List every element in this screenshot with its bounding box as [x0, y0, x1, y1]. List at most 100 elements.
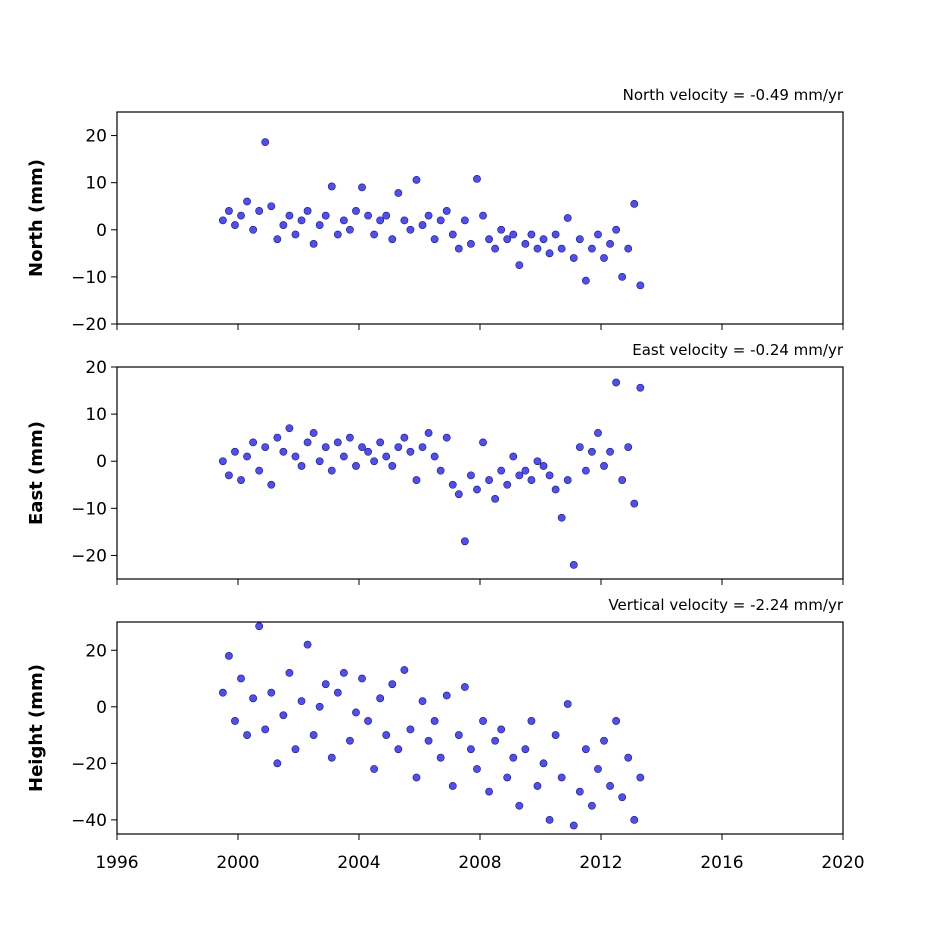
data-point: [448, 480, 457, 489]
data-point: [297, 697, 306, 706]
data-point: [636, 383, 645, 392]
data-point: [297, 462, 306, 470]
data-point: [612, 717, 621, 725]
data-point: [273, 759, 282, 768]
data-point: [430, 717, 439, 725]
data-point: [400, 433, 409, 442]
data-point: [454, 731, 463, 739]
data-point: [412, 175, 421, 184]
data-point: [370, 457, 379, 466]
x-tick-label: 2020: [821, 853, 864, 873]
data-point: [327, 466, 336, 475]
data-point: [231, 221, 239, 229]
data-point: [279, 447, 288, 456]
data-point: [581, 745, 590, 754]
data-point: [249, 694, 258, 703]
y-tick-label: 10: [85, 405, 107, 425]
data-point: [231, 717, 239, 725]
data-point: [479, 438, 487, 447]
data-point: [588, 801, 596, 810]
data-point: [575, 787, 584, 796]
x-tick-label: 2004: [337, 853, 380, 873]
data-point: [218, 688, 227, 697]
data-point: [521, 466, 530, 475]
data-point: [218, 216, 227, 225]
data-point: [491, 736, 500, 745]
data-point: [303, 438, 312, 447]
data-point: [551, 230, 560, 239]
data-point: [424, 429, 433, 437]
data-point: [557, 244, 566, 253]
data-point: [388, 462, 397, 470]
data-point: [460, 216, 469, 225]
data-point: [321, 211, 330, 220]
data-point: [491, 244, 500, 253]
data-point: [273, 433, 282, 442]
data-point: [267, 688, 276, 697]
data-point: [406, 447, 415, 456]
x-tick-label: 2012: [579, 853, 622, 873]
data-point: [581, 276, 590, 285]
data-point: [394, 745, 403, 754]
data-point: [509, 753, 518, 762]
data-point: [225, 471, 233, 480]
data-point: [569, 821, 578, 830]
data-point: [442, 691, 451, 700]
data-point: [442, 433, 451, 442]
data-point: [424, 736, 433, 745]
data-point: [218, 457, 227, 466]
data-point: [279, 711, 288, 720]
data-point: [388, 235, 397, 244]
data-point: [533, 244, 542, 253]
data-point: [569, 254, 578, 262]
data-point: [400, 666, 409, 674]
data-point: [327, 182, 336, 191]
data-point: [315, 702, 324, 711]
data-point: [285, 424, 294, 433]
data-point: [612, 225, 621, 234]
data-point: [346, 736, 354, 745]
data-point: [594, 429, 602, 437]
data-point: [412, 773, 421, 782]
data-point: [624, 244, 633, 253]
data-point: [400, 216, 409, 225]
data-point: [436, 466, 445, 475]
data-point: [467, 240, 475, 248]
data-point: [303, 207, 312, 215]
data-point: [521, 745, 530, 754]
data-point: [636, 281, 645, 290]
data-point: [594, 230, 602, 239]
data-point: [243, 197, 251, 206]
data-point: [618, 272, 627, 281]
data-point: [588, 244, 596, 253]
data-point: [249, 225, 258, 234]
data-point: [418, 443, 427, 451]
y-tick-label: 0: [96, 698, 107, 718]
data-point: [237, 674, 245, 683]
data-point: [267, 480, 276, 489]
data-point: [291, 452, 300, 461]
data-point: [243, 452, 251, 461]
data-point: [339, 216, 348, 225]
data-point: [485, 235, 493, 244]
data-point: [225, 652, 233, 660]
data-point: [255, 622, 264, 631]
data-point: [503, 773, 512, 782]
data-point: [630, 499, 639, 508]
data-point: [600, 254, 608, 262]
data-point: [261, 443, 270, 451]
x-tick-label: 2008: [458, 853, 501, 873]
data-point: [436, 753, 445, 762]
data-point: [479, 717, 487, 725]
data-point: [430, 235, 439, 244]
data-point: [424, 211, 433, 220]
data-point: [467, 745, 475, 754]
y-axis-label: East (mm): [26, 421, 47, 525]
data-point: [551, 485, 560, 494]
data-point: [545, 249, 554, 258]
data-point: [588, 447, 596, 456]
axes-frame: [116, 111, 844, 325]
data-point: [618, 793, 627, 802]
data-point: [303, 640, 312, 649]
